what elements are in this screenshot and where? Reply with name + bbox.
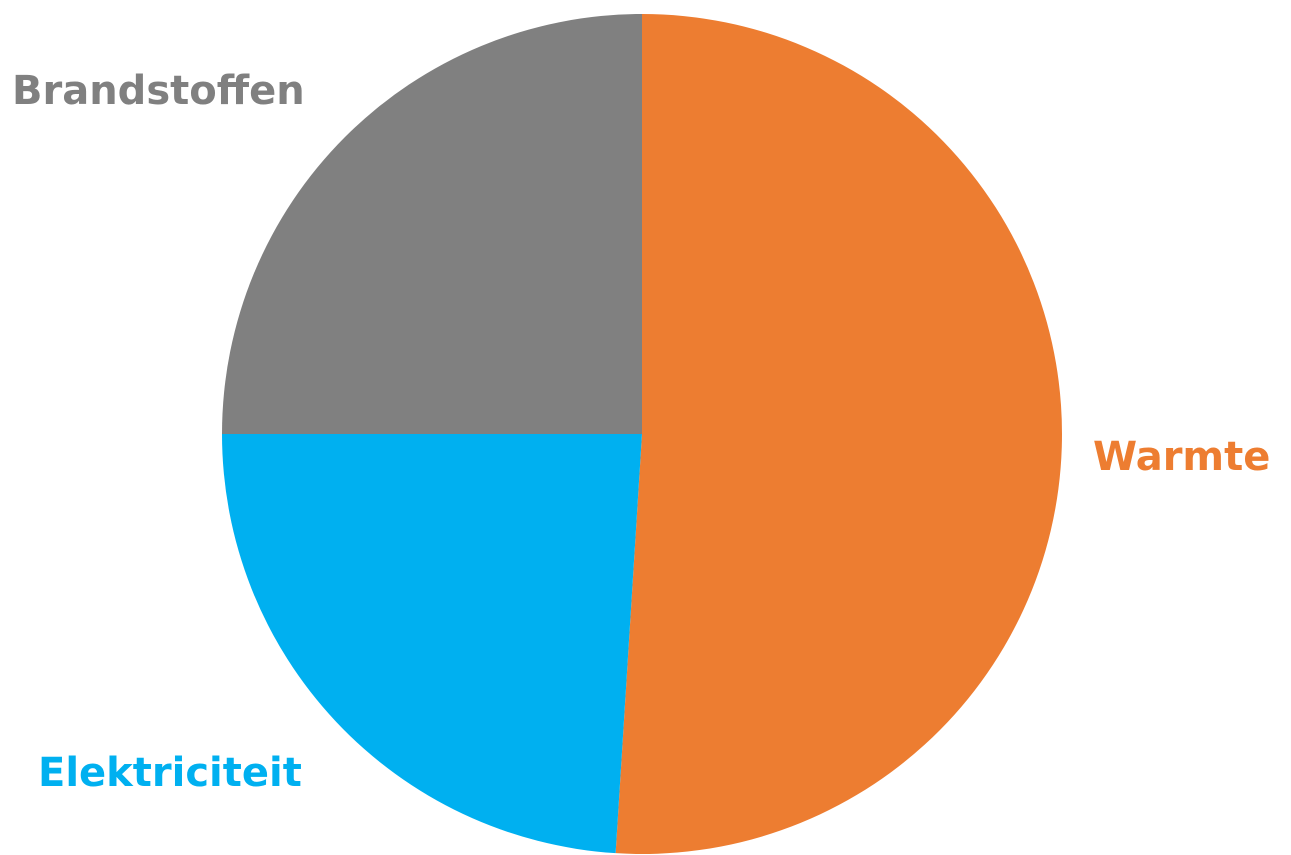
slice-label-warmte: Warmte <box>1093 434 1270 480</box>
pie-slice-elektriciteit <box>221 434 643 854</box>
pie-slice-brandstoffen <box>222 14 642 434</box>
pie-slices <box>221 14 1062 854</box>
slice-label-brandstoffen: Brandstoffen <box>12 68 305 114</box>
slice-label-elektriciteit: Elektriciteit <box>38 750 302 796</box>
pie-slice-warmte <box>615 14 1062 854</box>
